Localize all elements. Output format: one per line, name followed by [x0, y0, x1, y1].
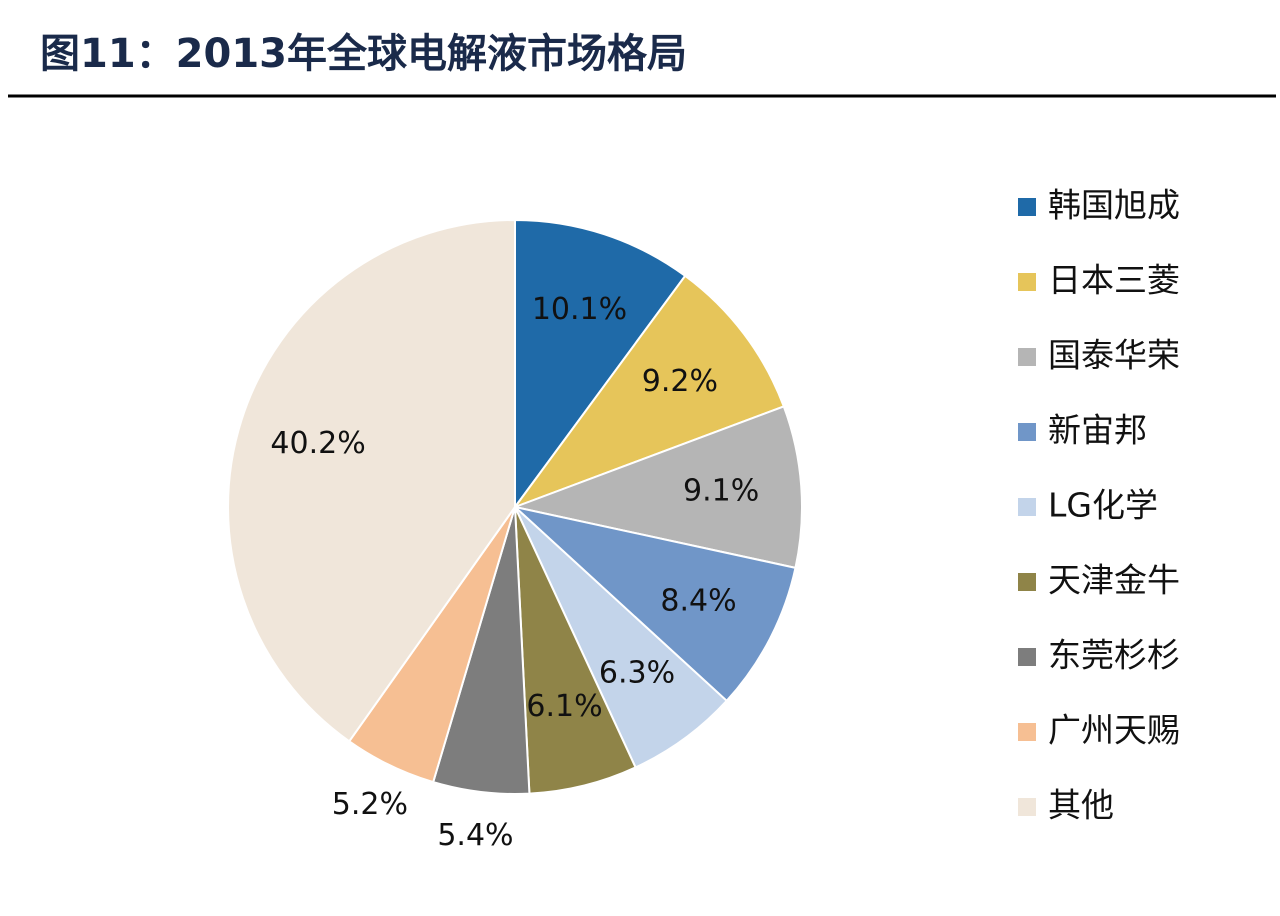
data-label: 8.4%: [660, 583, 736, 618]
legend-label: 国泰华荣: [1048, 336, 1180, 375]
legend-label: 天津金牛: [1048, 561, 1180, 600]
data-label: 9.2%: [642, 364, 718, 399]
pie-slice: [511, 405, 803, 570]
legend-label: 韩国旭成: [1048, 186, 1180, 225]
pie-slice: [512, 274, 786, 510]
chart-title: 图11：2013年全球电解液市场格局: [40, 31, 687, 77]
legend-label: 广州天赐: [1048, 711, 1180, 750]
data-label: 6.1%: [526, 689, 602, 724]
legend-label: LG化学: [1048, 486, 1158, 525]
legend-swatch: [1018, 423, 1036, 441]
data-label: 40.2%: [270, 426, 365, 461]
legend-label: 其他: [1048, 786, 1114, 825]
data-label: 9.1%: [683, 474, 759, 509]
legend-label: 东莞杉杉: [1048, 636, 1180, 675]
pie-slice: [514, 218, 687, 511]
data-label: 6.3%: [599, 655, 675, 690]
legend-swatch: [1018, 498, 1036, 516]
legend-label: 日本三菱: [1048, 261, 1180, 300]
legend-swatch: [1018, 798, 1036, 816]
legend-swatch: [1018, 573, 1036, 591]
pie-slice: [511, 505, 797, 703]
legend-swatch: [1018, 198, 1036, 216]
pie-slice: [227, 218, 516, 743]
data-label: 10.1%: [532, 292, 627, 327]
legend-swatch: [1018, 273, 1036, 291]
legend-swatch: [1018, 648, 1036, 666]
data-label: 5.4%: [437, 818, 513, 853]
legend-swatch: [1018, 348, 1036, 366]
data-label: 5.2%: [332, 787, 408, 822]
legend-label: 新宙邦: [1048, 411, 1147, 450]
legend-swatch: [1018, 723, 1036, 741]
pie-slice: [514, 506, 729, 769]
